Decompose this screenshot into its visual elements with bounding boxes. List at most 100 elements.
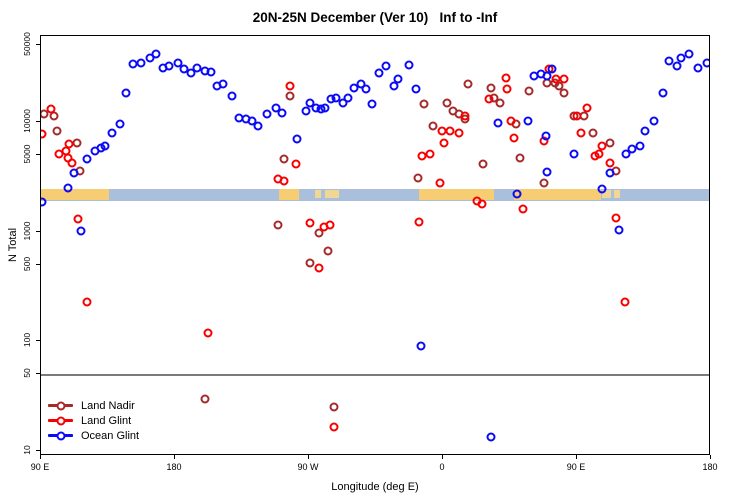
data-point-ocean-glint <box>292 134 302 144</box>
data-point-land-nadir <box>41 109 49 119</box>
y-tick-label: 50000 <box>22 32 32 57</box>
ocean-glint-symbol-icon <box>48 431 73 440</box>
y-tick-mark <box>36 120 40 122</box>
y-tick-label: 10 <box>22 445 32 455</box>
legend: Land Nadir Land Glint Ocean Glint <box>48 398 139 443</box>
data-point-land-glint <box>435 178 445 188</box>
data-point-ocean-glint <box>486 432 496 442</box>
plot-area: Land Nadir Land Glint Ocean Glint <box>40 35 710 455</box>
data-point-ocean-glint <box>69 168 79 178</box>
data-point-ocean-glint <box>301 106 311 116</box>
data-point-land-glint <box>439 138 449 148</box>
data-point-ocean-glint <box>121 88 131 98</box>
data-point-ocean-glint <box>218 79 228 89</box>
data-point-ocean-glint <box>206 67 216 77</box>
map-strip-land <box>419 189 494 200</box>
y-tick-label: 10000 <box>22 109 32 133</box>
data-point-ocean-glint <box>547 64 557 74</box>
data-point-land-glint <box>82 297 92 307</box>
data-point-land-glint <box>437 126 446 136</box>
data-point-ocean-glint <box>173 58 183 68</box>
data-point-land-glint <box>559 74 569 84</box>
x-tick-label: 180 <box>702 462 718 472</box>
data-point-ocean-glint <box>389 81 399 91</box>
data-point-ocean-glint <box>343 93 353 103</box>
data-point-ocean-glint <box>247 116 257 126</box>
data-point-land-nadir <box>323 246 333 256</box>
data-point-ocean-glint <box>664 56 674 66</box>
data-point-ocean-glint <box>541 131 551 141</box>
data-point-ocean-glint <box>76 226 86 236</box>
data-point-land-glint <box>425 149 435 158</box>
data-point-ocean-glint <box>136 58 146 68</box>
data-point-land-nadir <box>419 99 429 109</box>
land-nadir-symbol-icon <box>48 401 73 410</box>
legend-item-land-nadir: Land Nadir <box>48 398 139 413</box>
data-point-land-glint <box>460 111 470 121</box>
data-point-ocean-glint <box>381 61 391 71</box>
data-point-ocean-glint <box>277 108 287 118</box>
data-point-land-nadir <box>273 220 283 230</box>
map-strip-land <box>279 189 299 200</box>
data-point-ocean-glint <box>640 126 650 136</box>
data-point-ocean-glint <box>523 116 533 126</box>
data-point-land-nadir <box>559 88 569 98</box>
data-point-ocean-glint <box>621 149 631 159</box>
data-point-land-glint <box>572 111 582 121</box>
data-point-ocean-glint <box>569 149 579 159</box>
data-point-ocean-glint <box>82 154 92 164</box>
data-point-land-nadir <box>478 159 488 169</box>
x-tick-mark <box>442 455 443 459</box>
land-glint-symbol-icon <box>48 416 73 425</box>
data-point-land-glint <box>64 139 74 149</box>
data-point-ocean-glint <box>107 128 117 138</box>
y-tick-mark <box>36 450 40 451</box>
y-axis-label: N Total <box>7 227 19 263</box>
x-tick-mark <box>710 455 711 459</box>
data-point-land-glint <box>611 213 621 223</box>
y-tick-mark <box>36 153 40 155</box>
data-point-land-nadir <box>463 79 473 89</box>
data-point-land-nadir <box>49 111 59 121</box>
data-point-ocean-glint <box>186 68 196 78</box>
legend-label-land-nadir: Land Nadir <box>81 399 135 412</box>
y-tick-mark <box>36 44 40 46</box>
data-point-land-nadir <box>539 178 549 188</box>
data-point-ocean-glint <box>349 83 359 93</box>
data-point-ocean-glint <box>393 74 403 84</box>
data-point-ocean-glint <box>416 341 426 351</box>
data-point-ocean-glint <box>404 60 414 70</box>
data-point-land-glint <box>477 199 487 209</box>
data-point-ocean-glint <box>305 98 315 108</box>
data-point-land-glint <box>314 263 324 273</box>
data-point-land-glint <box>414 217 424 227</box>
data-point-ocean-glint <box>614 225 624 235</box>
data-point-land-nadir <box>428 121 438 131</box>
data-point-ocean-glint <box>227 91 237 101</box>
data-point-land-nadir <box>442 98 452 108</box>
data-point-land-glint <box>203 328 213 338</box>
data-point-land-glint <box>291 159 301 169</box>
data-point-ocean-glint <box>493 118 503 128</box>
chart-title: 20N-25N December (Ver 10) Inf to -Inf <box>252 10 498 25</box>
data-point-land-glint <box>506 116 516 126</box>
data-point-ocean-glint <box>672 61 682 71</box>
y-tick-mark <box>36 230 40 232</box>
data-point-land-glint <box>605 158 615 168</box>
x-tick-mark <box>308 455 309 459</box>
reference-line-50 <box>41 374 709 377</box>
data-point-ocean-glint <box>512 189 522 199</box>
y-tick-label: 100 <box>22 333 32 348</box>
x-tick-label: 90 W <box>297 462 319 472</box>
data-point-ocean-glint <box>151 49 161 59</box>
x-tick-label: 180 <box>166 462 182 472</box>
x-tick-mark <box>40 455 41 459</box>
data-point-ocean-glint <box>164 61 174 71</box>
map-strip-land <box>41 189 110 200</box>
data-point-land-glint <box>502 84 512 94</box>
data-point-land-glint <box>501 73 511 83</box>
data-point-land-nadir <box>486 83 496 93</box>
legend-item-ocean-glint: Ocean Glint <box>48 428 139 443</box>
data-point-ocean-glint <box>693 63 703 73</box>
